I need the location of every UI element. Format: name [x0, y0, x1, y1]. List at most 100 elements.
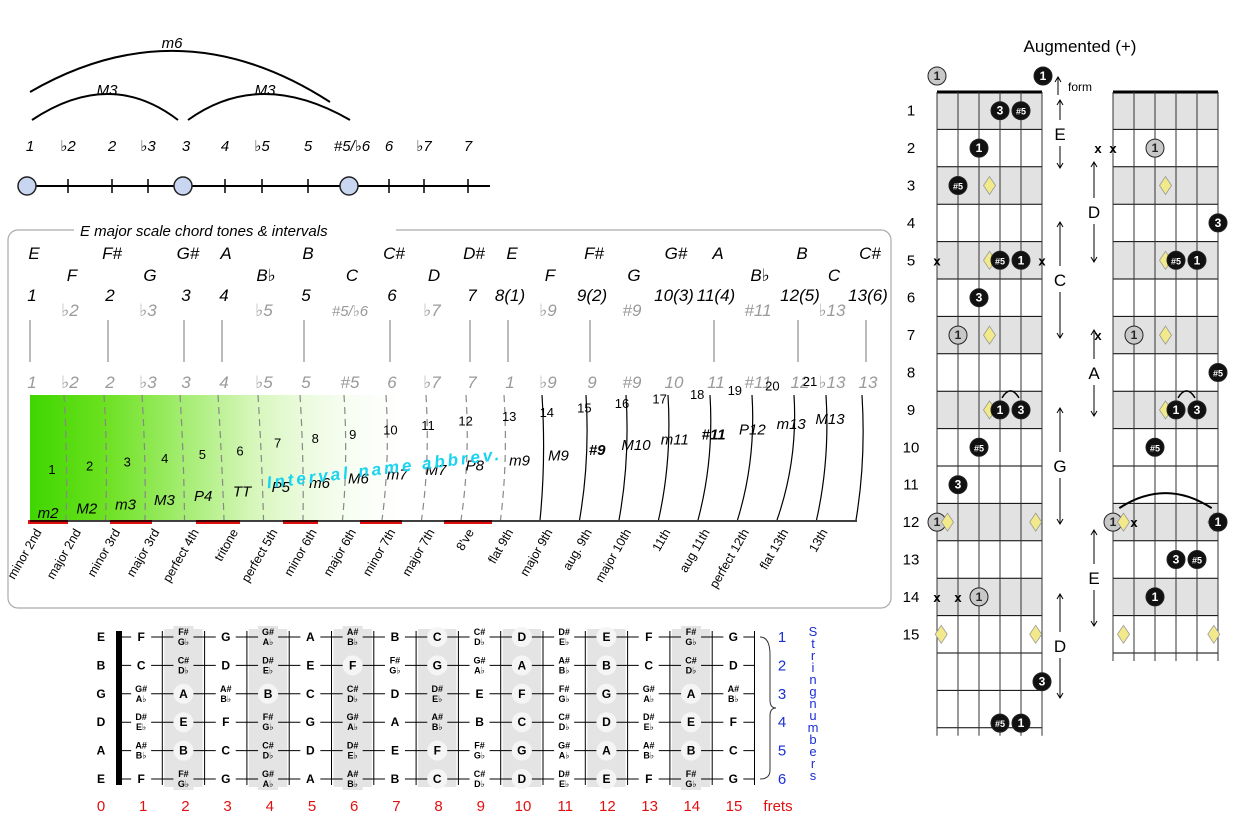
- chord-note-3: G: [143, 266, 156, 285]
- string-number-3: 3: [778, 686, 786, 703]
- shaded-fret: [1113, 503, 1218, 541]
- chord-degree-gray-4: 3: [181, 373, 191, 392]
- chord-degree-gray-3: ♭3: [139, 373, 157, 392]
- note-bg: [638, 655, 659, 676]
- fret-note: F: [518, 687, 525, 701]
- arc-label-m3-first: M3: [97, 82, 118, 99]
- fret-shade-4: [248, 629, 288, 787]
- chord-degree-15: #9: [623, 301, 642, 320]
- note-bg: [427, 740, 448, 761]
- dot-root: [990, 400, 1010, 420]
- chord-degree-8: #5/♭6: [332, 303, 369, 320]
- chord-note-2: F#: [102, 244, 122, 263]
- note-bg: [723, 682, 744, 705]
- fret-note: D: [306, 744, 315, 758]
- interval-degree-8: #5/♭6: [334, 138, 371, 155]
- note-bg: [215, 740, 236, 761]
- chord-degree-9: 6: [387, 286, 397, 305]
- dot-fifth-label: #5: [1150, 443, 1160, 453]
- side-label-letter: e: [809, 744, 816, 759]
- dot-fifth-label: #5: [1192, 556, 1202, 566]
- fret-note: D: [518, 772, 527, 786]
- note-bg: [554, 654, 575, 677]
- chord-degree-4: 3: [181, 286, 191, 305]
- interval-abbrev-12: P8: [466, 458, 485, 475]
- chord-note-13: F: [545, 266, 557, 285]
- interval-curve-8: [341, 394, 347, 521]
- fret-note: D: [518, 630, 527, 644]
- note-bg: [554, 626, 575, 648]
- note-bg: [300, 627, 321, 647]
- interval-degree-0: 1: [26, 138, 34, 155]
- chord-degree-gray-14: 9: [587, 373, 597, 392]
- fret-note-sharp: G#: [262, 769, 274, 779]
- interval-abbrev-9: M6: [348, 471, 369, 488]
- side-label-letter: g: [809, 684, 816, 699]
- fret-note-flat: D♭: [347, 694, 358, 704]
- note-bg: [469, 683, 490, 704]
- aug-fret-label-12: 12: [903, 514, 920, 531]
- arc-label-m6: m6: [162, 35, 183, 52]
- chord-degree-gray-12: 1: [505, 373, 514, 392]
- fret-note: G: [433, 658, 442, 672]
- fret-note: C: [221, 744, 230, 758]
- chord-degree-7: 5: [301, 286, 311, 305]
- fret-note: B: [179, 744, 188, 758]
- augmented-title: Augmented (+): [1024, 37, 1137, 56]
- note-bg: [638, 739, 659, 762]
- chord-note-7: B: [302, 244, 313, 263]
- fret-note: D: [221, 658, 230, 672]
- mute-marker: x: [933, 590, 941, 605]
- diamond-marker: [1117, 512, 1130, 532]
- fret-note-flat: E♭: [136, 722, 146, 732]
- dot-root-label: 1: [1018, 716, 1025, 730]
- fret-note-sharp: F#: [559, 684, 570, 694]
- legend-root-gray-label: 1: [934, 69, 941, 83]
- note-bg: [554, 768, 575, 790]
- interval-degree-7: 5: [304, 138, 313, 155]
- mute-marker: x: [933, 253, 941, 268]
- diamond-marker: [1029, 512, 1043, 532]
- note-bg: [681, 740, 702, 761]
- semitone-11: 11: [421, 418, 435, 433]
- side-label-letter: b: [809, 732, 816, 747]
- interval-abbrev-4: M3: [154, 492, 175, 509]
- shape-left-5-arrowhead-up: [1056, 407, 1064, 414]
- note-bg: [723, 655, 744, 676]
- interval-abbrev-8: m6: [309, 475, 330, 492]
- fret-note-flat: G♭: [389, 665, 400, 675]
- chord-degree-gray-2: 2: [104, 373, 115, 392]
- shape-left-7-arrowhead-up: [1056, 593, 1064, 600]
- fret-note: F: [645, 772, 652, 786]
- fretboard-note-map: E F F#G♭ G G#A♭ A A#B♭ B C C#D♭ D D#E♭ E F F#G♭ G 1B C C#D…: [96, 624, 818, 815]
- interval-abbrev-10: m7: [387, 466, 408, 483]
- chord-degree-gray-5: 4: [219, 373, 228, 392]
- dot-root-gray: [1145, 138, 1165, 158]
- fret-note-flat: A♭: [347, 722, 358, 732]
- fret-note: B: [391, 772, 400, 786]
- note-bg: [469, 626, 490, 648]
- dot-third: [1187, 400, 1207, 420]
- dot-third-label: 3: [1215, 216, 1222, 230]
- dot-fifth-label: #5: [995, 256, 1005, 266]
- fretboard-grid: E F F#G♭ G G#A♭ A A#B♭ B C C#D♭ D D#E♭ E F F#G♭ G 1B C C#D…: [96, 624, 818, 815]
- note-bg: [596, 712, 617, 733]
- chord-tones-panel: E major scale chord tones & intervals E F…: [5, 218, 892, 609]
- note-bg: [131, 627, 152, 647]
- note-bg: [469, 768, 490, 790]
- note-bg: [427, 769, 448, 789]
- chord-degree-14: 9(2): [577, 286, 607, 305]
- note-bg: [173, 712, 194, 733]
- dot-fifth: [990, 713, 1010, 733]
- dot-root-label: 1: [1173, 403, 1180, 417]
- note-bg: [300, 740, 321, 761]
- aug-fret-label-5: 5: [907, 252, 915, 269]
- semitone-3: 3: [124, 455, 131, 470]
- shape-right-1-arrowhead-down: [1090, 256, 1098, 263]
- legend-root-gray: [927, 66, 947, 86]
- fret-note: F: [137, 772, 144, 786]
- interval-abbrev-3: m3: [115, 496, 136, 513]
- fret-note-flat: A♭: [263, 637, 274, 647]
- note-bg: [131, 711, 152, 734]
- dot-fifth-label: #5: [953, 182, 963, 192]
